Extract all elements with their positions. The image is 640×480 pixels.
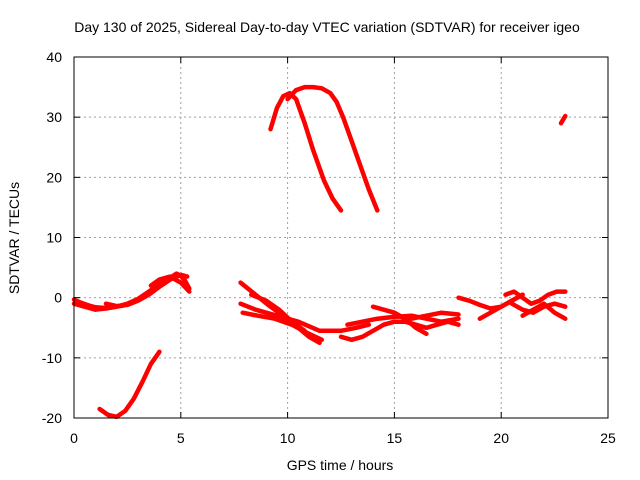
series-arc-9	[238, 301, 372, 334]
x-tick-label: 15	[387, 430, 403, 446]
series-arc-15	[392, 310, 461, 321]
series-arc-10	[240, 310, 325, 343]
series-arc-7	[285, 84, 380, 213]
chart-title: Day 130 of 2025, Sidereal Day-to-day VTE…	[74, 19, 580, 35]
x-tick-label: 5	[177, 430, 185, 446]
series-arc-20	[520, 301, 568, 321]
y-tick-label: 20	[46, 169, 62, 185]
series-arc-18	[503, 289, 568, 306]
x-tick-label: 10	[280, 430, 296, 446]
series-arc-4	[148, 274, 192, 294]
series-arc-21	[558, 113, 568, 126]
y-tick-label: 0	[54, 290, 62, 306]
y-tick-label: 40	[46, 49, 62, 65]
series-arc-5	[97, 349, 162, 420]
y-tick-label: -20	[42, 410, 62, 426]
x-tick-label: 0	[70, 430, 78, 446]
series-arc-17	[477, 292, 525, 321]
x-tick-label: 25	[600, 430, 616, 446]
y-tick-label: 10	[46, 230, 62, 246]
x-tick-label: 20	[493, 430, 509, 446]
series-arc-11	[249, 292, 307, 334]
axes: 0 5 10 15 20 25 -20 -10 0 10 20 30 40	[42, 49, 616, 446]
series-arc-6	[268, 90, 344, 213]
y-tick-label: -10	[42, 350, 62, 366]
series-arc-19	[509, 301, 568, 315]
y-tick-label: 30	[46, 109, 62, 125]
series-arc-3	[103, 272, 190, 309]
y-axis-label: SDTVAR / TECUs	[6, 182, 22, 294]
series-arc-12	[338, 319, 461, 343]
plot-area	[71, 84, 568, 420]
x-axis-label: GPS time / hours	[287, 457, 394, 473]
